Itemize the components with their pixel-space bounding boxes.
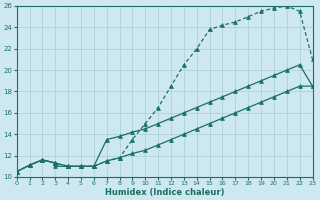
X-axis label: Humidex (Indice chaleur): Humidex (Indice chaleur) (105, 188, 224, 197)
